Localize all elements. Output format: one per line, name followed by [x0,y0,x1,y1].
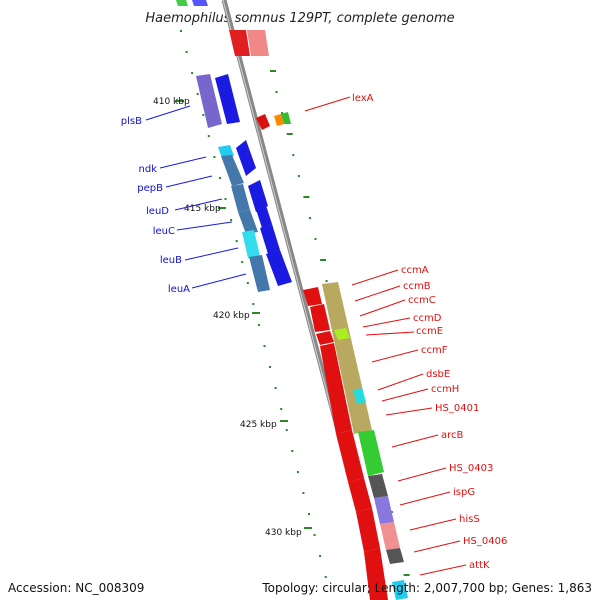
gene-label-ccmH: ccmH [431,384,459,395]
gene-label-ndk: ndk [139,164,158,175]
ccm-genes [303,282,408,600]
topology-summary: Topology: circular; Length: 2,007,700 bp… [262,581,592,595]
position-dot [252,303,255,305]
position-dot [309,217,311,219]
position-dot [219,177,221,179]
position-dot [274,387,277,389]
position-dot [302,492,305,494]
right-leaders [304,96,467,576]
position-dot [286,133,293,135]
tick-415: 415 kbp [184,204,221,214]
position-dot [185,51,188,53]
gene-label-ccmA: ccmA [401,265,429,276]
gene-label-attK: attK [469,560,490,571]
gene-label-HS_0401: HS_0401 [435,403,479,414]
position-dot [202,114,205,116]
leu-operon-genes [218,140,292,292]
tick-425: 425 kbp [240,420,277,430]
position-dot [213,156,216,158]
gene-label-ispG: ispG [453,487,475,498]
position-dot [303,196,310,198]
position-dot [235,240,238,242]
gene-label-ccmE: ccmE [416,326,443,337]
position-dot [324,576,327,578]
tick-marks: 410 kbp 415 kbp 420 kbp 425 kbp 430 kbp [153,97,312,538]
left-leaders [145,105,247,289]
position-dot [296,471,299,473]
position-dot [313,534,316,536]
gene-label-pepB: pepB [137,183,163,194]
position-dot [270,70,276,72]
position-dot [241,261,244,263]
accession-text: Accession: NC_008309 [8,581,145,595]
tick-420: 420 kbp [213,311,250,321]
position-dot [281,112,284,114]
position-dot [230,219,233,221]
gene-label-leuC: leuC [153,226,175,237]
position-dot [263,345,266,347]
position-dot [280,408,283,410]
gene-label-HS_0406: HS_0406 [463,536,507,547]
position-dot [257,324,260,326]
plsB-genes [196,74,291,130]
position-dot [297,175,300,177]
tick-410: 410 kbp [153,97,190,107]
position-dot [314,238,317,240]
position-dot [246,282,249,284]
gene-label-arcB: arcB [441,430,464,441]
gene-label-ccmD: ccmD [413,313,442,324]
position-dot [196,93,199,95]
left-labels: plsB ndk pepB leuD leuC leuB leuA [121,116,190,295]
map-title: Haemophilus somnus 129PT, complete genom… [145,11,454,26]
gene-label-leuA: leuA [168,284,190,295]
tick-430: 430 kbp [265,528,302,538]
position-dot [285,429,288,431]
position-dot [291,450,294,452]
position-dot [308,513,310,515]
position-dot [325,280,328,282]
gene-label-dsbE: dsbE [426,369,450,380]
position-dot [320,259,327,261]
position-dot [207,135,210,137]
position-dot [275,91,278,93]
position-dot [224,198,227,200]
gene-label-HS_0403: HS_0403 [449,463,493,474]
gene-label-lexA: lexA [352,93,374,104]
position-dot [269,366,271,368]
gene-label-leuD: leuD [146,206,169,217]
gene-label-hisS: hisS [459,514,480,525]
position-dot [180,30,182,32]
position-dot [191,72,194,74]
position-dot [292,154,295,156]
gene-label-ccmC: ccmC [408,295,436,306]
gene-label-leuB: leuB [160,255,182,266]
top-genes [176,0,269,56]
gene-label-plsB: plsB [121,116,142,127]
gene-label-ccmB: ccmB [403,281,431,292]
gene-label-ccmF: ccmF [421,345,448,356]
right-labels: lexA ccmA ccmB ccmC ccmD ccmE ccmF dsbE … [352,93,507,571]
position-dot [319,555,322,557]
position-dot [403,574,410,576]
